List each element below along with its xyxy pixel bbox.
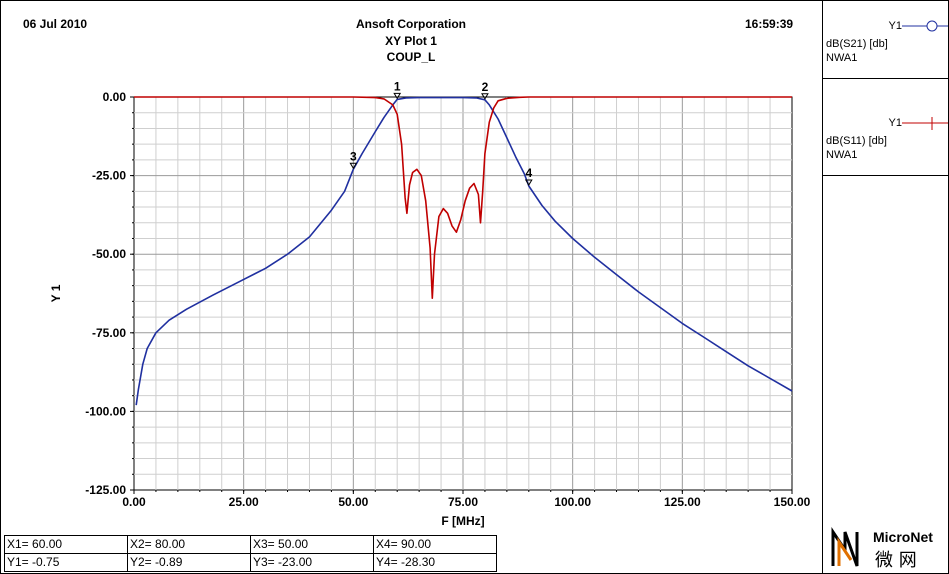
- x-tick-label: 125.00: [664, 495, 701, 509]
- logo-mark-icon: [831, 527, 859, 567]
- x-axis-label: F [MHz]: [441, 514, 484, 528]
- xy-plot: 0.00 25.00 50.00 75.00 100.00 125.00 150.00 0.0…: [49, 79, 811, 528]
- marker-y3: Y3= -23.00: [250, 553, 374, 572]
- series-line-1: [134, 96, 792, 299]
- marker-triangle-icon[interactable]: [349, 162, 358, 170]
- marker-y4: Y4= -28.30: [373, 553, 497, 572]
- x-tick-label: 25.00: [229, 495, 259, 509]
- x-tick-label: 0.00: [122, 495, 146, 509]
- logo-mark-accent-icon: [837, 537, 853, 566]
- header-company: Ansoft Corporation: [356, 17, 466, 31]
- marker-x1: X1= 60.00: [4, 535, 128, 554]
- marker-triangle-icon[interactable]: [393, 92, 402, 100]
- marker-y2: Y2= -0.89: [127, 553, 251, 572]
- y-tick-label: -50.00: [92, 247, 126, 261]
- legend-panel: Y1 dB(S21) [db] NWA1 Y1 dB(S11) [db] NWA…: [822, 0, 949, 574]
- legend-trace-name: Y1: [888, 117, 902, 129]
- micronet-logo: MicroNet 微 网: [831, 527, 933, 570]
- y-tick-label: -25.00: [92, 169, 126, 183]
- series-line-0: [135, 96, 793, 406]
- header-time: 16:59:39: [745, 17, 794, 31]
- logo-text-en: MicroNet: [873, 529, 933, 545]
- marker-x3: X3= 50.00: [250, 535, 374, 554]
- y-axis-label: Y 1: [49, 284, 63, 302]
- plot-title: XY Plot 1: [385, 34, 437, 48]
- design-name: COUP_L: [386, 50, 436, 64]
- marker-label: 4: [525, 166, 532, 180]
- x-tick-label: 150.00: [774, 495, 811, 509]
- markers: 1 2 3 4: [349, 79, 533, 186]
- grid: [133, 96, 793, 491]
- legend-trace-name: Y1: [888, 20, 902, 32]
- logo-text-cn: 微 网: [875, 550, 917, 570]
- y-tick-label: -125.00: [85, 483, 126, 497]
- legend-source: NWA1: [826, 52, 858, 64]
- legend-entry-s11[interactable]: Y1 dB(S11) [db] NWA1: [823, 97, 949, 176]
- marker-y1: Y1= -0.75: [4, 553, 128, 572]
- circle-icon: [902, 20, 948, 32]
- marker-x2: X2= 80.00: [127, 535, 251, 554]
- marker-label: 2: [482, 80, 489, 94]
- x-tick-label: 50.00: [338, 495, 368, 509]
- y-tick-label: -100.00: [85, 404, 126, 418]
- marker-label: 1: [394, 79, 401, 93]
- marker-table: X1= 60.00 X2= 80.00 X3= 50.00 X4= 90.00 …: [4, 535, 497, 572]
- plus-icon: [902, 117, 948, 130]
- y-tick-label: 0.00: [103, 90, 127, 104]
- header-date: 06 Jul 2010: [23, 17, 88, 31]
- legend-expression: dB(S11) [db]: [826, 135, 887, 147]
- x-tick-label: 75.00: [448, 495, 478, 509]
- legend-entry-s21[interactable]: Y1 dB(S21) [db] NWA1: [823, 0, 949, 79]
- marker-triangle-icon[interactable]: [481, 93, 489, 100]
- y-tick-label: -75.00: [92, 326, 126, 340]
- axes: 0.00 25.00 50.00 75.00 100.00 125.00 150.00 0.0…: [49, 90, 811, 528]
- marker-label: 3: [350, 149, 357, 163]
- x-tick-label: 100.00: [554, 495, 591, 509]
- legend-source: NWA1: [826, 149, 858, 161]
- marker-triangle-icon[interactable]: [524, 179, 533, 186]
- series: [134, 96, 793, 406]
- marker-x4: X4= 90.00: [373, 535, 497, 554]
- legend-expression: dB(S21) [db]: [826, 38, 888, 50]
